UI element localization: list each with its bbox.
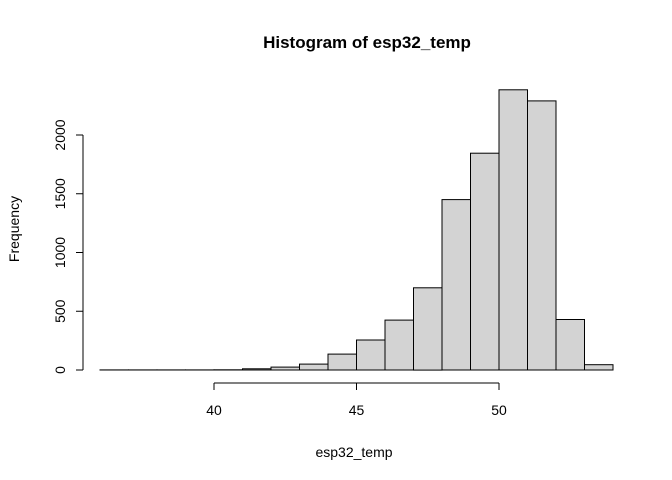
histogram-bar-49-50 [470,152,500,371]
y-tick-label-1000: 1000 [52,237,68,268]
y-tick-label-2000: 2000 [52,119,68,150]
histogram-bars [99,89,614,371]
x-axis: 40 45 50 [206,382,507,418]
chart-title: Histogram of esp32_temp [263,33,471,52]
x-tick-label-45: 45 [349,402,365,418]
histogram-bar-44-45 [327,353,357,371]
histogram-bar-42-43 [270,366,300,371]
histogram-bar-50-51 [498,89,528,371]
y-tick-label-500: 500 [52,299,68,323]
y-axis-label: Frequency [6,196,22,262]
histogram-bar-41-42 [242,368,272,371]
histogram-bar-52-53 [555,319,585,371]
y-tick-label-1500: 1500 [52,178,68,209]
x-tick-label-50: 50 [491,402,507,418]
histogram-bar-53-54 [584,364,614,371]
histogram-bar-47-48 [413,287,443,371]
histogram-bar-46-47 [384,319,414,371]
x-tick-label-40: 40 [206,402,222,418]
histogram-bar-51-52 [527,100,557,371]
histogram-bar-45-46 [356,339,386,371]
x-axis-label: esp32_temp [315,444,392,460]
histogram-bar-43-44 [299,363,329,371]
histogram-bar-48-49 [441,199,471,371]
y-tick-label-0: 0 [52,366,68,374]
y-axis: 0 500 1000 1500 2000 [52,119,84,374]
